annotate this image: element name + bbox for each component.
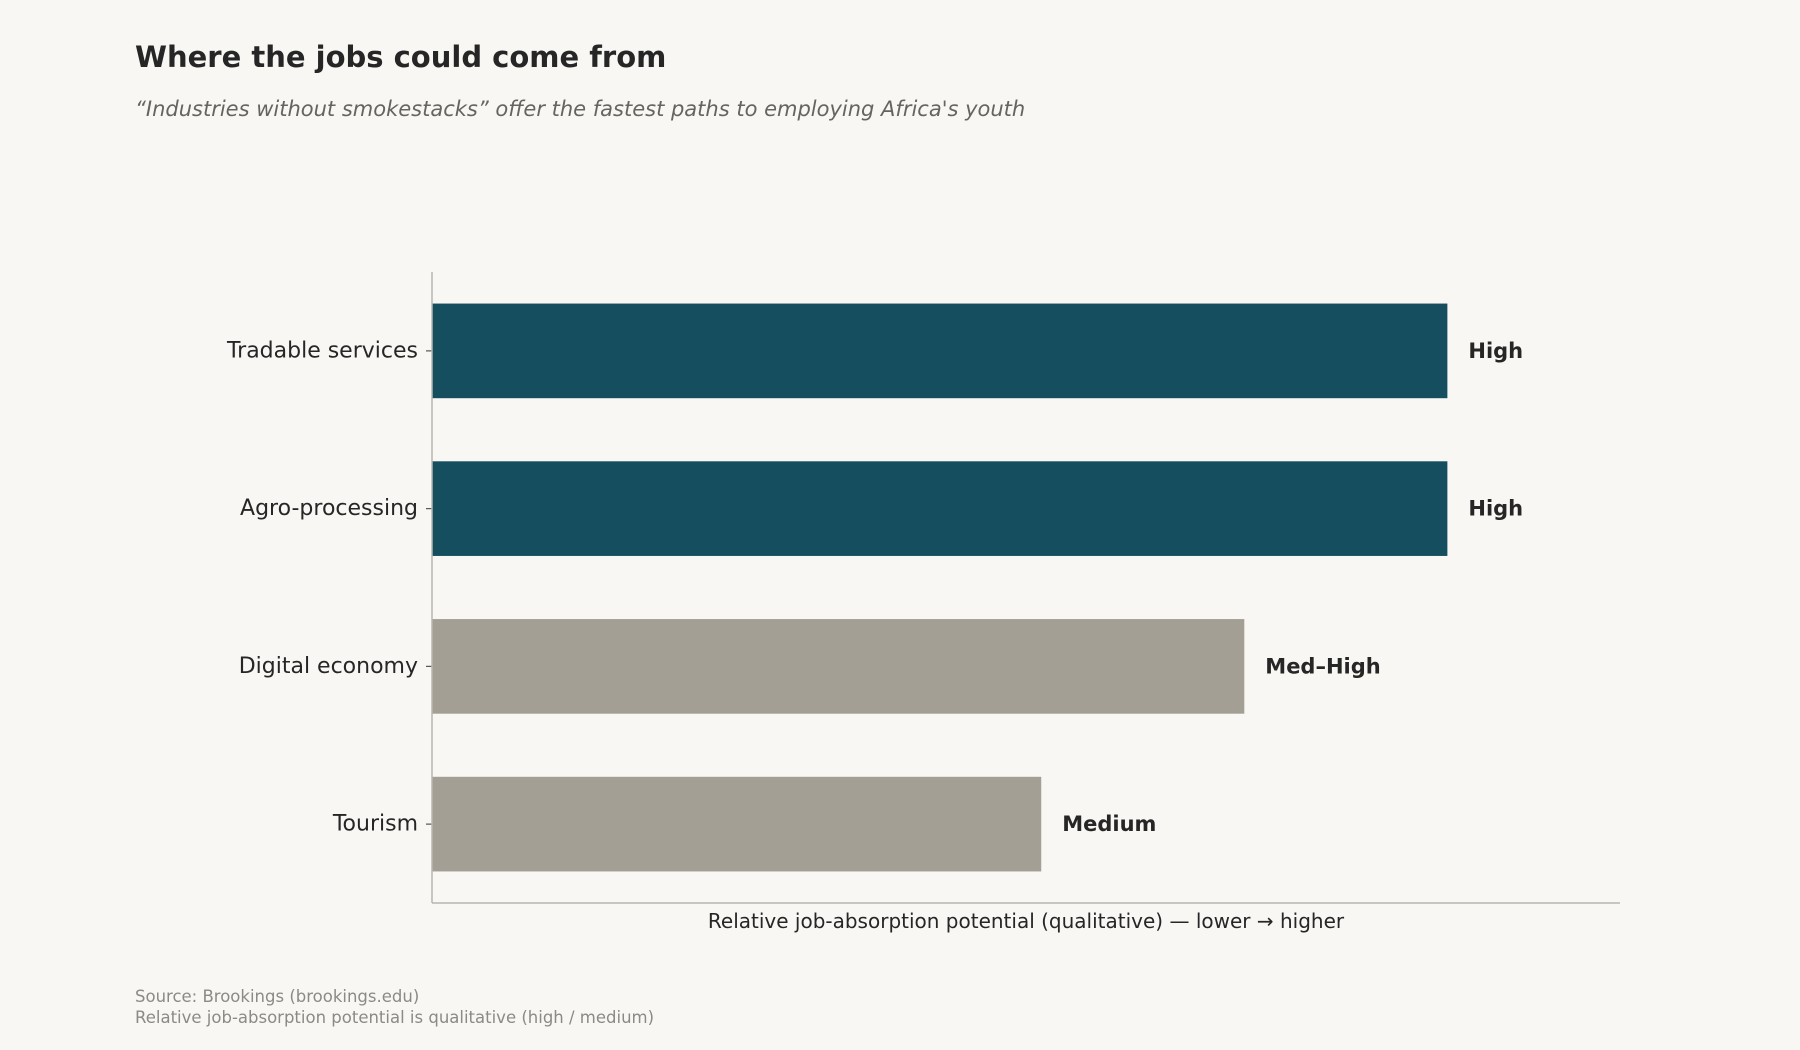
bar-tradable-services: [432, 303, 1448, 399]
bar-value-label: High: [1468, 339, 1523, 363]
chart-subtitle: “Industries without smokestacks” offer t…: [135, 97, 1026, 121]
bar-agro-processing: [432, 461, 1448, 556]
source-note: Source: Brookings (brookings.edu): [135, 987, 420, 1006]
bar-value-label: High: [1468, 497, 1523, 521]
labels-layer: Tradable services High Agro-processing High…: [226, 338, 1523, 836]
y-tick-label: Tourism: [332, 812, 418, 837]
bars-layer: [432, 303, 1448, 872]
y-tick-label: Agro-processing: [240, 496, 418, 521]
bar-digital-economy: [432, 619, 1245, 714]
y-tick-label: Digital economy: [239, 654, 418, 679]
methodology-note: Relative job-absorption potential is qua…: [135, 1008, 655, 1027]
bar-tourism: [432, 776, 1042, 872]
x-axis-label: Relative job-absorption potential (quali…: [708, 909, 1345, 933]
chart-title: Where the jobs could come from: [135, 40, 667, 74]
bar-value-label: Med–High: [1265, 654, 1380, 678]
y-tick-label: Tradable services: [226, 338, 418, 363]
bar-value-label: Medium: [1062, 812, 1156, 836]
